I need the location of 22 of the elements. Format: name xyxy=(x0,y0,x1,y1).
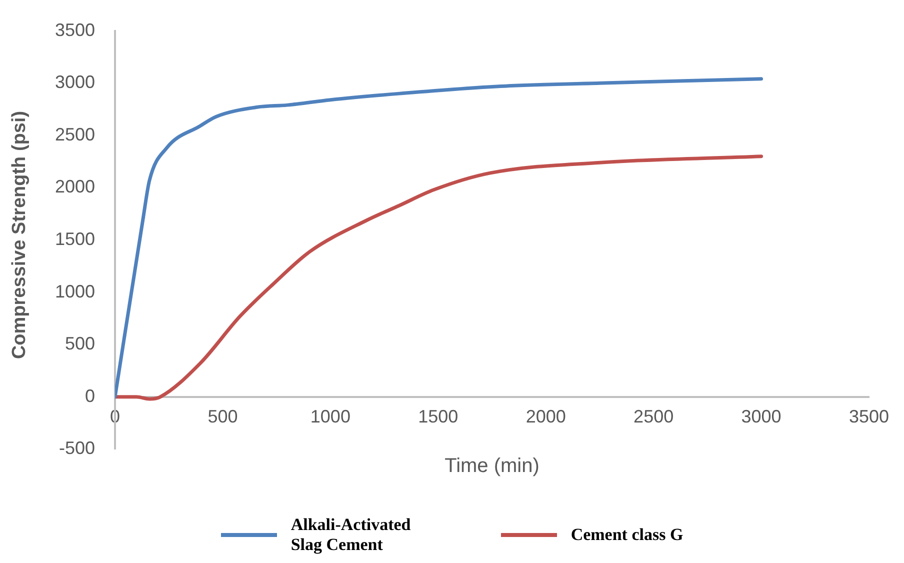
y-tick-label: 3000 xyxy=(54,72,95,92)
y-tick-label: 500 xyxy=(64,334,95,354)
x-axis-title: Time (min) xyxy=(444,455,540,478)
y-axis-title: Compressive Strength (psi) xyxy=(9,110,31,360)
x-tick-label: 3500 xyxy=(848,406,890,427)
y-tick-label: -500 xyxy=(58,438,95,458)
line-series xyxy=(115,154,764,401)
x-tick-label: 2000 xyxy=(526,406,566,427)
x-tick-label: 3000 xyxy=(741,406,782,427)
x-tick-label: 500 xyxy=(208,406,238,427)
x-tick-label: 2500 xyxy=(634,406,674,427)
y-tick-label: 1500 xyxy=(54,228,95,249)
y-tick-label: 1000 xyxy=(54,281,95,302)
legend-label: Cement class G xyxy=(570,525,684,545)
line-series xyxy=(115,77,764,399)
y-tick-label: 2500 xyxy=(54,124,95,144)
y-tick-label: 0 xyxy=(84,386,95,406)
legend-label: Alkali-Activated Slag Cement xyxy=(290,515,412,555)
x-tick-label: 1500 xyxy=(418,406,458,427)
y-tick-label: 3500 xyxy=(54,20,95,40)
x-tick-label: 1000 xyxy=(310,406,350,427)
y-tick-label: 2000 xyxy=(54,176,95,197)
